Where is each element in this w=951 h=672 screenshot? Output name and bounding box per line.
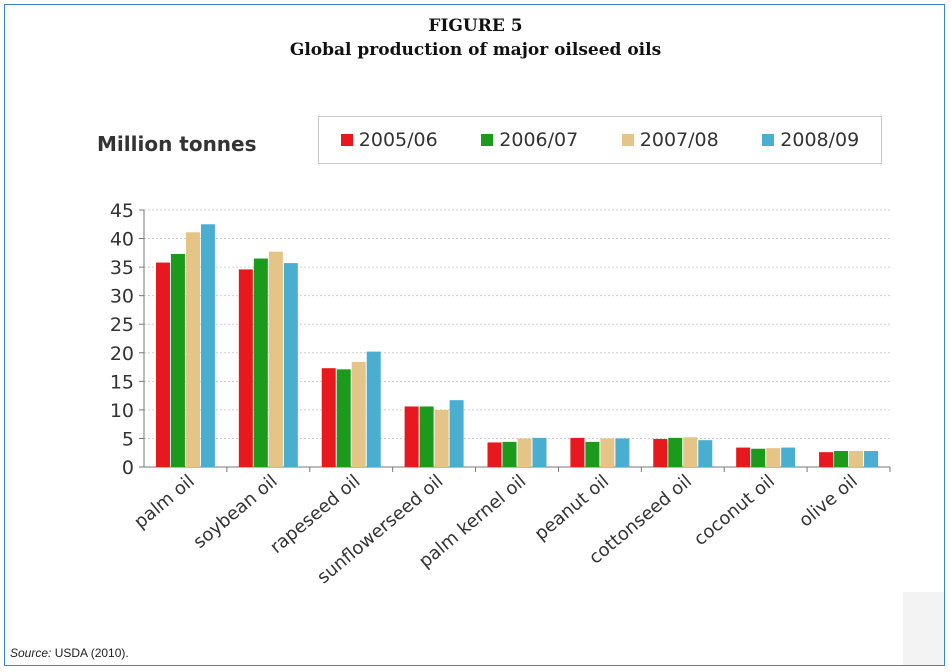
y-tick-label-25: 25 xyxy=(110,314,134,336)
bar-palm-oil-2008-09 xyxy=(200,224,215,467)
bar-rapeseed-oil-2008-09 xyxy=(366,351,381,467)
bar-soybean-oil-2006-07 xyxy=(253,258,268,467)
bar-sunflowerseed-oil-2008-09 xyxy=(449,400,464,467)
legend-item-2005-06: 2005/06 xyxy=(340,129,438,151)
bar-cottonseed-oil-2008-09 xyxy=(698,440,713,467)
bar-coconut-oil-2007-08 xyxy=(766,448,781,467)
bar-olive-oil-2008-09 xyxy=(864,451,879,467)
legend-swatch-2006-07 xyxy=(481,134,494,146)
y-tick-label-45: 45 xyxy=(110,200,134,222)
y-axis-unit-label: Million tonnes xyxy=(97,132,257,156)
bar-rapeseed-oil-2005-06 xyxy=(321,368,336,467)
bar-soybean-oil-2008-09 xyxy=(283,263,298,467)
bar-olive-oil-2005-06 xyxy=(819,452,834,467)
bar-peanut-oil-2007-08 xyxy=(600,438,615,467)
legend-label-2008-09: 2008/09 xyxy=(780,129,860,151)
bar-cottonseed-oil-2005-06 xyxy=(653,439,668,467)
x-category-label-coconut-oil: coconut oil xyxy=(690,471,779,550)
bar-coconut-oil-2005-06 xyxy=(736,447,751,467)
y-tick-label-15: 15 xyxy=(110,371,134,393)
bar-coconut-oil-2008-09 xyxy=(781,447,796,467)
x-category-label-olive-oil: olive oil xyxy=(795,471,862,532)
bar-cottonseed-oil-2007-08 xyxy=(683,437,698,467)
bar-peanut-oil-2008-09 xyxy=(615,438,630,467)
bar-rapeseed-oil-2007-08 xyxy=(351,361,366,467)
y-tick-label-0: 0 xyxy=(122,457,134,479)
bar-rapeseed-oil-2006-07 xyxy=(336,369,351,467)
bar-sunflowerseed-oil-2005-06 xyxy=(404,406,419,467)
y-tick-label-5: 5 xyxy=(122,428,134,450)
bar-olive-oil-2007-08 xyxy=(849,451,864,467)
bar-coconut-oil-2006-07 xyxy=(751,448,766,467)
bar-palm-oil-2007-08 xyxy=(185,232,200,467)
bar-cottonseed-oil-2006-07 xyxy=(668,437,683,467)
x-category-label-peanut-oil: peanut oil xyxy=(531,471,614,545)
source-text: USDA (2010). xyxy=(54,646,129,660)
y-tick-label-10: 10 xyxy=(110,400,134,422)
bar-sunflowerseed-oil-2006-07 xyxy=(419,406,434,467)
y-tick-label-20: 20 xyxy=(110,343,134,365)
bar-palm-oil-2005-06 xyxy=(155,262,170,467)
bar-palm-kernel-oil-2005-06 xyxy=(487,442,502,467)
legend-label-2006-07: 2006/07 xyxy=(499,129,579,151)
legend-label-2005-06: 2005/06 xyxy=(358,129,438,151)
bar-peanut-oil-2006-07 xyxy=(585,441,600,467)
legend-item-2007-08: 2007/08 xyxy=(621,129,719,151)
figure-label: FIGURE 5 xyxy=(428,16,523,36)
y-tick-label-40: 40 xyxy=(110,229,134,251)
x-category-label-palm-oil: palm oil xyxy=(130,471,198,533)
bar-soybean-oil-2005-06 xyxy=(238,269,253,467)
y-tick-label-30: 30 xyxy=(110,286,134,308)
bar-sunflowerseed-oil-2007-08 xyxy=(434,409,449,467)
chart-legend: 2005/06 2006/07 2007/08 2008/09 xyxy=(318,116,882,164)
legend-label-2007-08: 2007/08 xyxy=(639,129,719,151)
legend-swatch-2005-06 xyxy=(340,134,353,146)
bar-palm-oil-2006-07 xyxy=(170,253,185,467)
bar-soybean-oil-2007-08 xyxy=(268,251,283,467)
legend-swatch-2007-08 xyxy=(621,134,634,146)
legend-item-2006-07: 2006/07 xyxy=(481,129,578,151)
bar-peanut-oil-2005-06 xyxy=(570,437,585,467)
bar-palm-kernel-oil-2006-07 xyxy=(502,441,517,467)
bar-palm-kernel-oil-2008-09 xyxy=(532,437,547,467)
figure-title: Global production of major oilseed oils xyxy=(289,40,662,60)
source-note: Source: USDA (2010). xyxy=(10,646,129,660)
bar-olive-oil-2006-07 xyxy=(834,451,849,467)
legend-item-2008-09: 2008/09 xyxy=(762,129,859,151)
bar-palm-kernel-oil-2007-08 xyxy=(517,438,532,467)
y-tick-label-35: 35 xyxy=(110,257,134,279)
scan-artifact xyxy=(903,592,944,665)
legend-swatch-2008-09 xyxy=(762,134,775,146)
source-label: Source: xyxy=(10,646,52,660)
